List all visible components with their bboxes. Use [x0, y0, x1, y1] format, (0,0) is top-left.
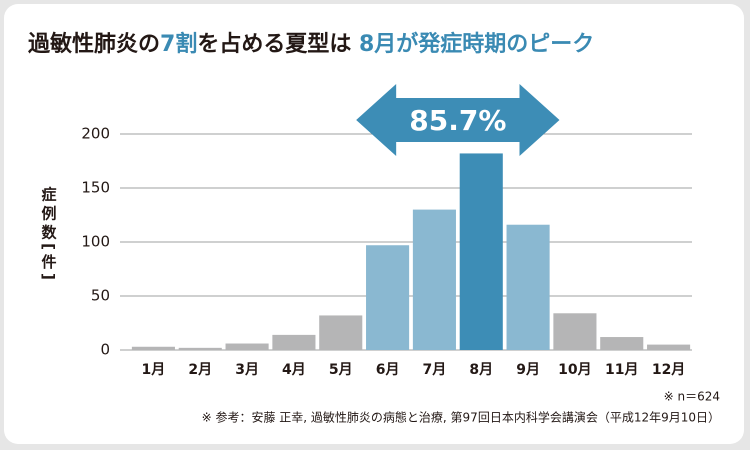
y-label-text: 症例数[件] — [40, 185, 58, 284]
x-tick-label: 2月 — [188, 362, 212, 378]
x-tick-label: 1月 — [142, 362, 166, 378]
y-tick-label: 150 — [81, 179, 110, 197]
bar — [225, 343, 269, 350]
y-tick-label: 100 — [81, 233, 110, 251]
note: ※ 参考：安藤 正幸, 過敏性肺炎の病態と治療, 第97回日本内科学会講演会（平… — [202, 410, 720, 425]
x-tick-label: 6月 — [376, 362, 400, 378]
title-part: を占める夏型は — [197, 32, 359, 57]
title-part: 7割 — [160, 31, 197, 57]
y-label: 症例数[件] — [40, 185, 58, 284]
bar — [647, 344, 691, 350]
bar — [178, 347, 222, 350]
x-tick-label: 8月 — [469, 362, 493, 378]
x-tick-label: 9月 — [516, 362, 540, 378]
bar — [319, 315, 363, 350]
bar — [272, 334, 316, 350]
bar — [366, 245, 410, 350]
y-tick-label: 0 — [100, 341, 110, 359]
title-part: 8月が発症時期のピーク — [359, 31, 594, 57]
bar — [459, 153, 503, 350]
bar — [412, 209, 456, 350]
annotation-text: 85.7% — [409, 104, 506, 137]
x-tick-label: 7月 — [423, 362, 447, 378]
title-part: 過敏性肺炎の — [28, 31, 160, 57]
bar — [553, 313, 597, 350]
bar — [131, 346, 175, 350]
x-tick-label: 11月 — [605, 362, 638, 378]
bar — [506, 224, 550, 350]
y-tick-label: 200 — [81, 125, 110, 143]
bar — [600, 337, 644, 350]
x-tick-label: 3月 — [235, 362, 259, 378]
annotation-arrow — [356, 84, 560, 156]
y-tick-label: 50 — [91, 287, 110, 305]
chart-title: 過敏性肺炎の7割を占める夏型は 8月が発症時期のピーク — [28, 31, 594, 57]
x-tick-label: 4月 — [282, 362, 306, 378]
card — [4, 4, 744, 444]
note: ※ n＝624 — [664, 390, 720, 404]
x-tick-label: 12月 — [652, 362, 685, 378]
x-tick-label: 10月 — [558, 362, 591, 378]
x-tick-label: 5月 — [329, 362, 353, 378]
